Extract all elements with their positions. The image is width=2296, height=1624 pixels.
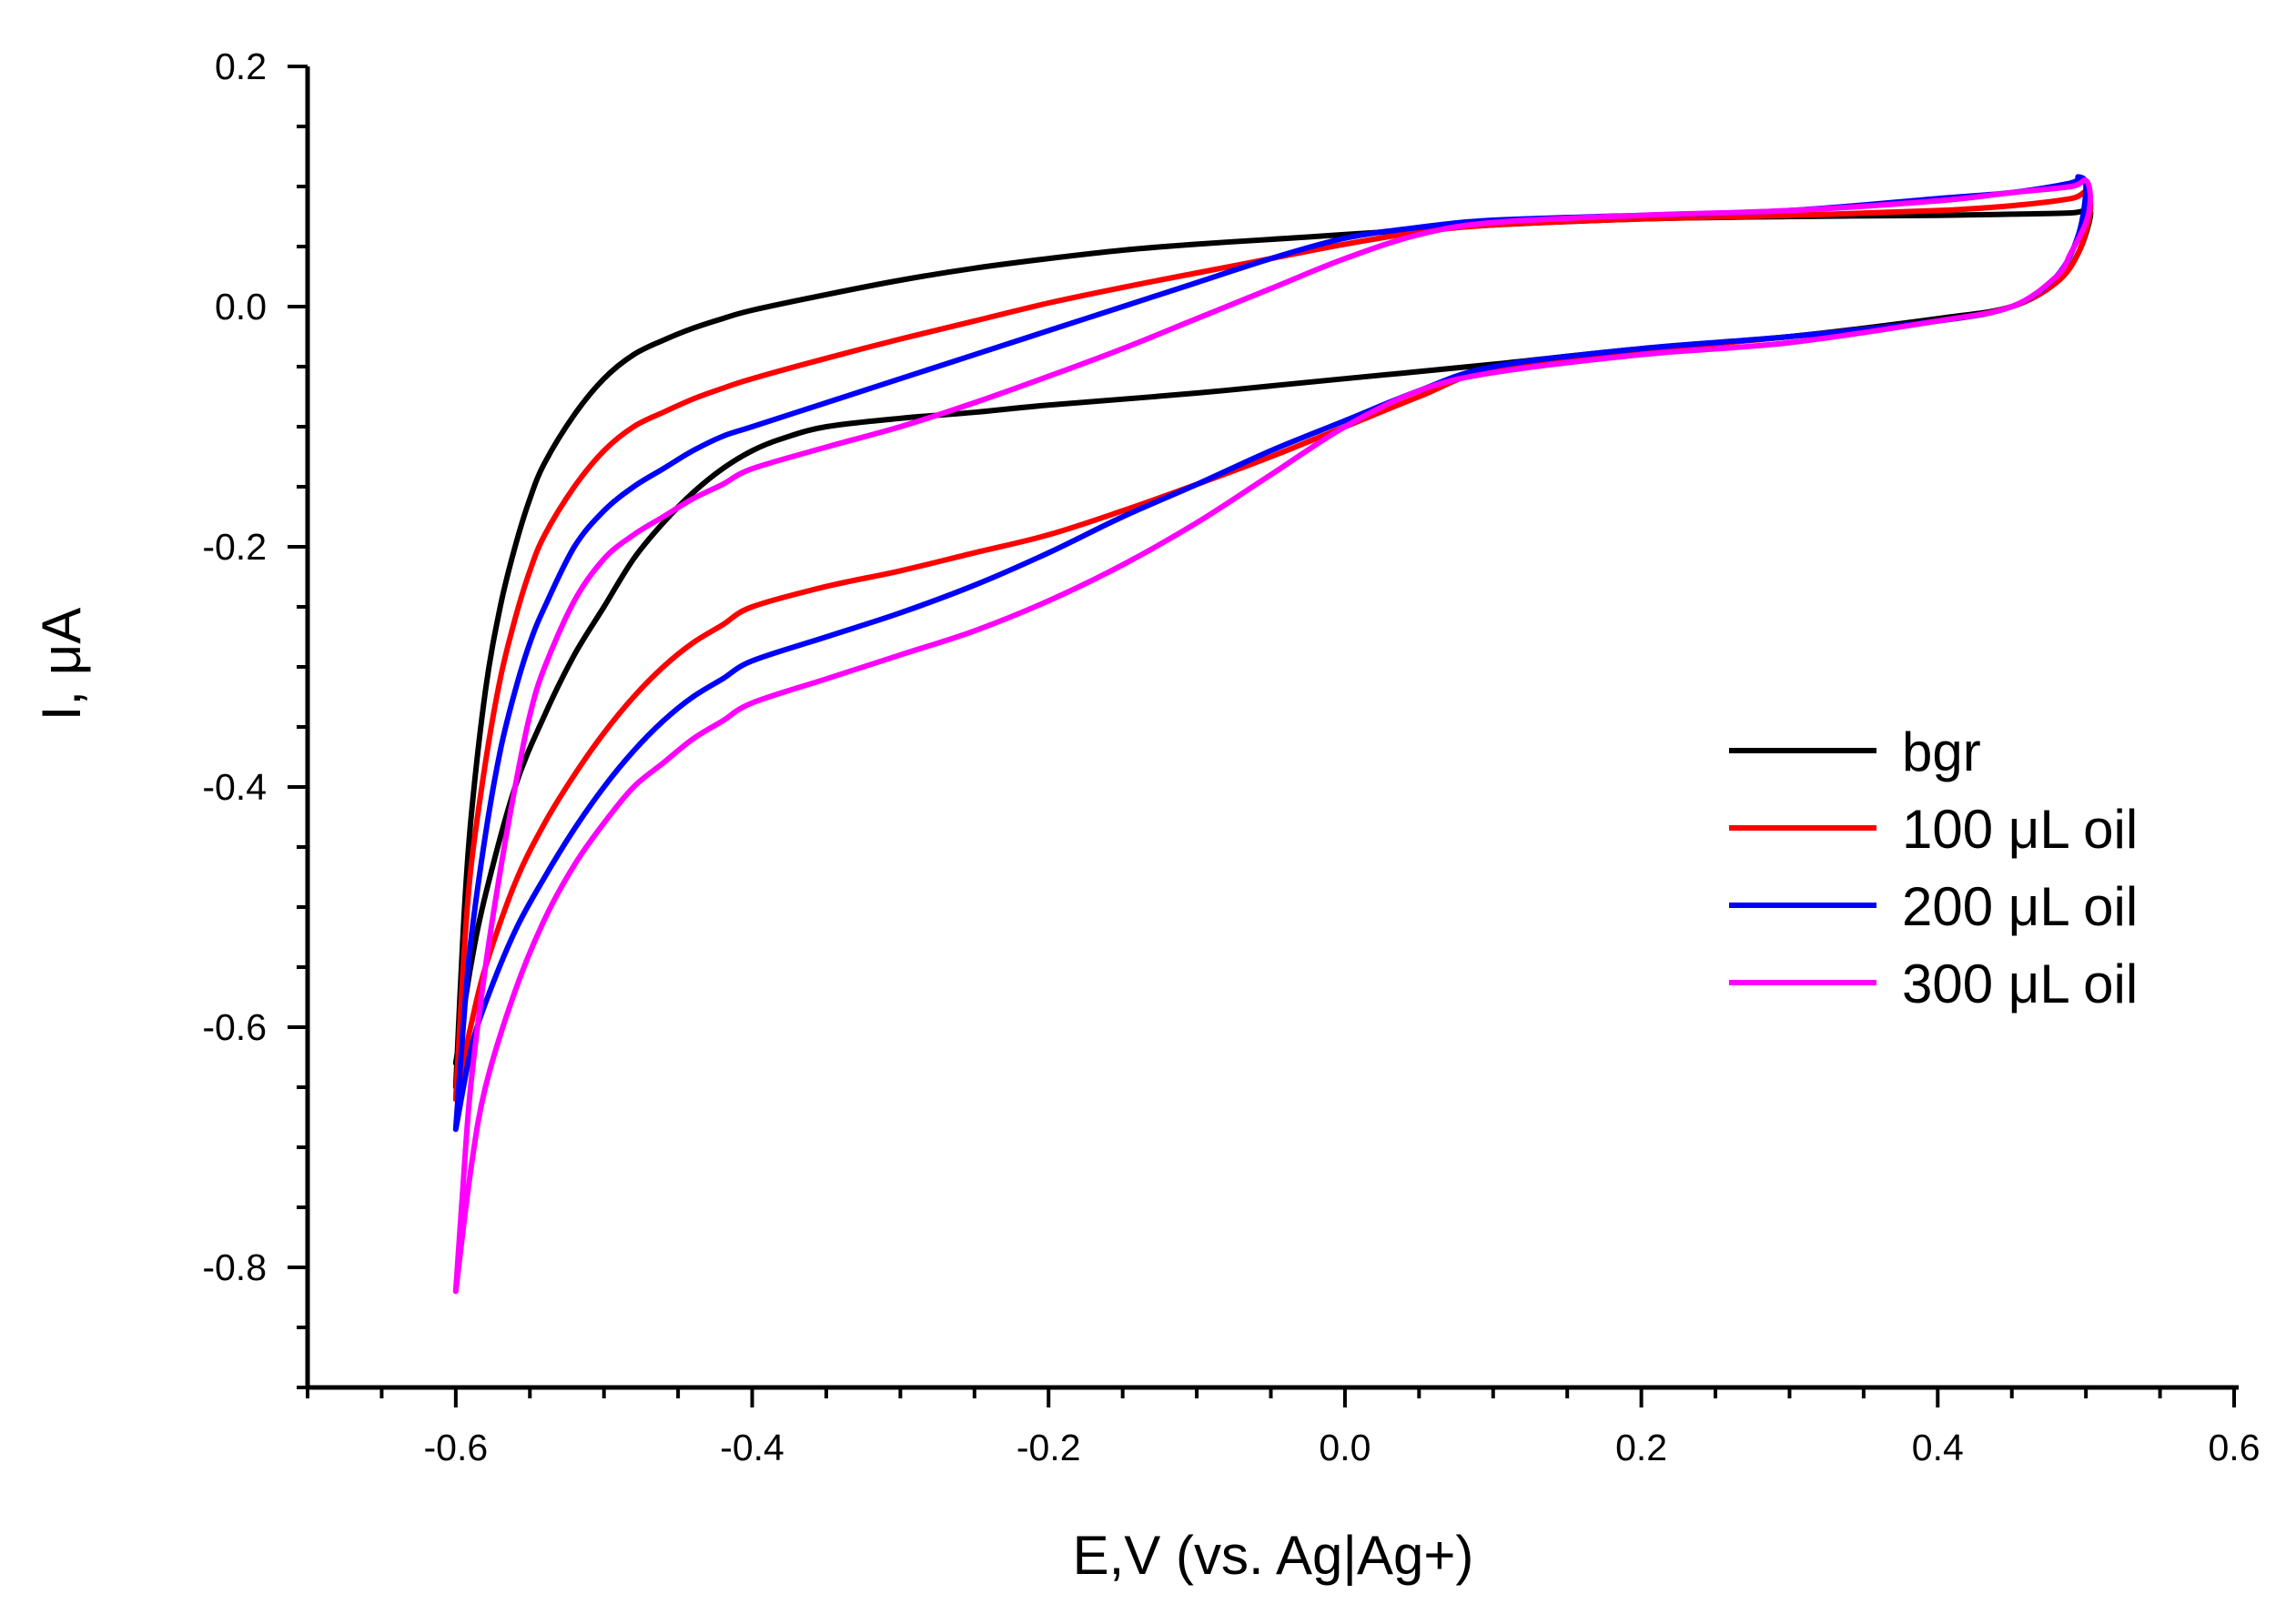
x-tick-label: 0.2 <box>1615 1427 1667 1468</box>
x-tick-label: 0.6 <box>2209 1427 2261 1468</box>
legend-label-bgr: bgr <box>1902 721 1981 782</box>
x-axis-title: E,V (vs. Ag|Ag+) <box>1073 1525 1474 1586</box>
y-ticks: 0.2 0.0 -0.2 -0.4 -0.6 -0.8 <box>202 45 308 1389</box>
y-tick-label: -0.6 <box>202 1006 267 1048</box>
x-tick-label: -0.4 <box>720 1427 784 1468</box>
series-line-100-l-oil <box>452 189 2094 1103</box>
legend-label-100-l-oil: 100 μL oil <box>1902 799 2138 860</box>
y-tick-label: -0.4 <box>202 766 267 808</box>
x-tick-label: -0.2 <box>1017 1427 1081 1468</box>
y-tick-label: 0.2 <box>215 45 267 87</box>
x-tick-label: 0.0 <box>1319 1427 1371 1468</box>
legend-label-200-l-oil: 200 μL oil <box>1902 876 2138 937</box>
series-line-200-l-oil <box>452 174 2089 1133</box>
series-line-300-l-oil <box>452 177 2093 1295</box>
legend-label-300-l-oil: 300 μL oil <box>1902 953 2138 1014</box>
y-axis-title: I, μA <box>31 608 92 721</box>
x-ticks: -0.6 -0.4 -0.2 0.0 0.2 0.4 0.6 <box>306 1387 2261 1468</box>
x-tick-label: -0.6 <box>424 1427 489 1468</box>
y-tick-label: -0.2 <box>202 526 267 568</box>
x-tick-label: 0.4 <box>1912 1427 1964 1468</box>
y-tick-label: 0.0 <box>215 286 267 328</box>
y-tick-label: -0.8 <box>202 1246 267 1288</box>
legend: bgr 100 μL oil 200 μL oil 300 μL oil <box>1729 721 2138 1014</box>
data-curves <box>452 174 2094 1295</box>
series-line-bgr <box>452 207 2094 1090</box>
